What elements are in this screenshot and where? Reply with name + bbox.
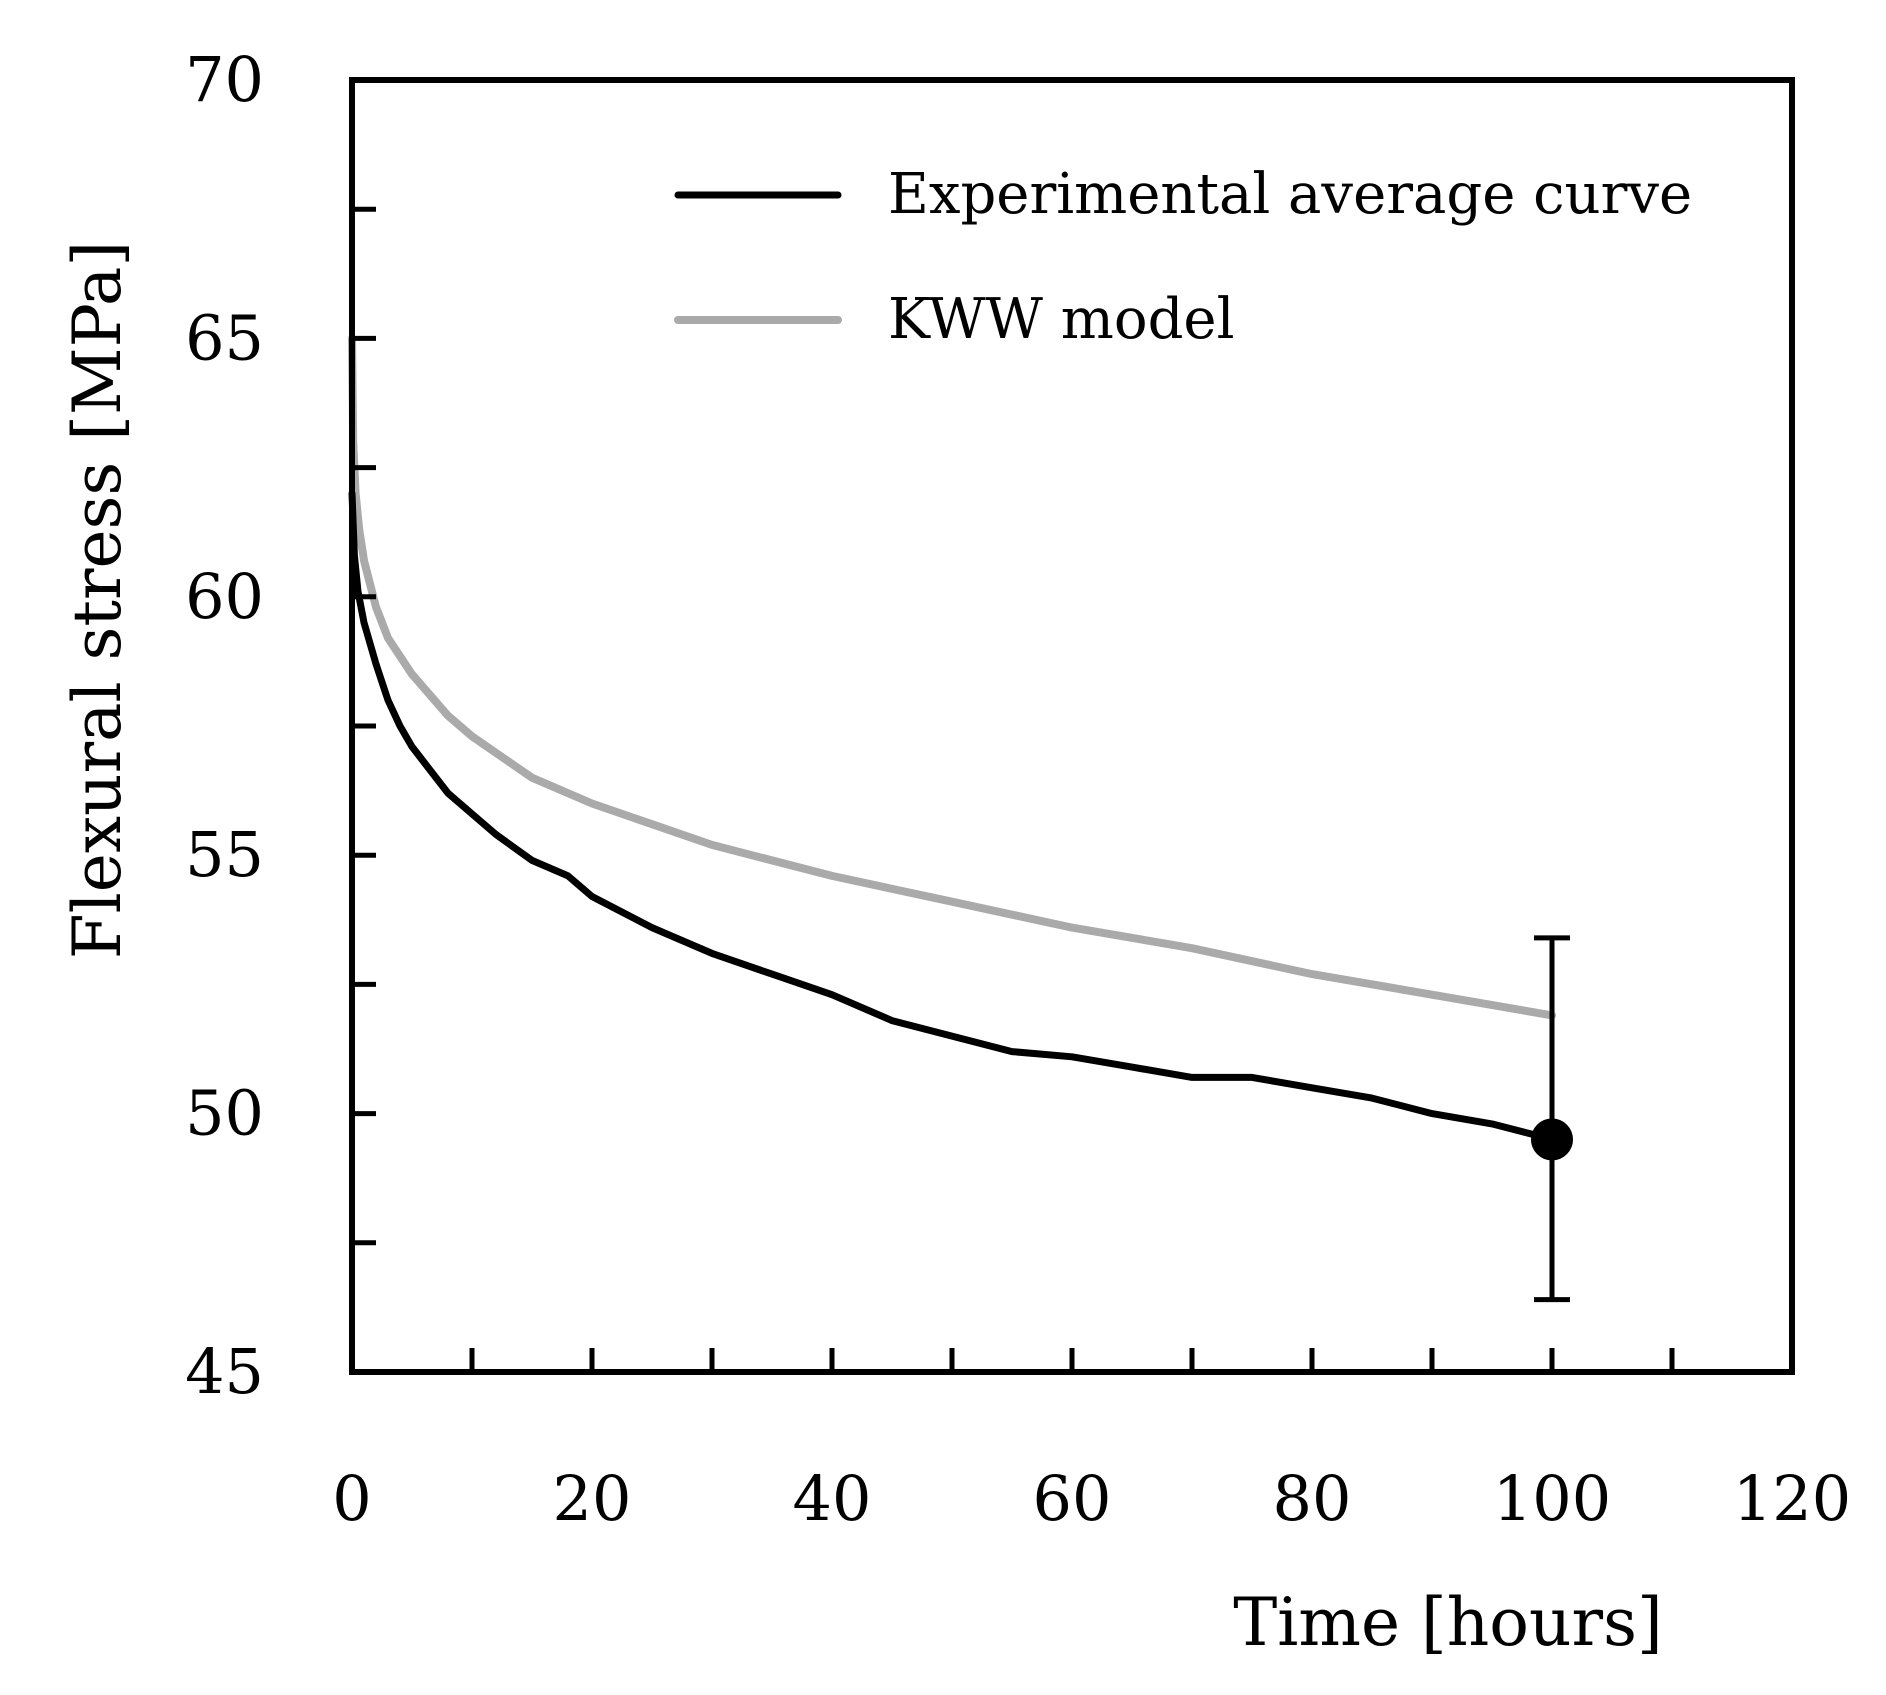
y-axis-title: Flexural stress [MPa] — [59, 241, 136, 959]
x-tick-label: 60 — [1033, 1462, 1112, 1535]
legend-layer: Experimental average curve KWW model — [674, 162, 1692, 352]
y-tick-label: 70 — [185, 43, 264, 116]
series-line-experimental — [348, 489, 1556, 1143]
x-tick-label: 80 — [1273, 1462, 1352, 1535]
y-tick-label: 55 — [185, 818, 264, 891]
x-tick-label: 0 — [332, 1462, 371, 1535]
legend-item-experimental-label: Experimental average curve — [888, 162, 1692, 227]
x-axis-title: Time [hours] — [1233, 1584, 1662, 1661]
end-point-marker — [1531, 1118, 1573, 1161]
x-tick-label: 20 — [553, 1462, 632, 1535]
axes-layer: 45 50 55 60 65 70 0 20 40 60 80 100 120 Time [hours] F… — [59, 43, 1851, 1661]
x-tick-label: 40 — [793, 1462, 872, 1535]
y-tick-label: 65 — [185, 301, 264, 374]
legend-item-kww-label: KWW model — [888, 287, 1234, 352]
x-tick-label: 120 — [1733, 1462, 1851, 1535]
y-tick-label: 45 — [185, 1335, 264, 1408]
plot-frame — [349, 77, 1795, 1375]
x-tick-label: 100 — [1493, 1462, 1611, 1535]
y-tick-label: 50 — [185, 1077, 264, 1150]
series-line-kww — [348, 334, 1556, 1020]
plot-layer — [348, 334, 1573, 1303]
y-tick-label: 60 — [185, 560, 264, 633]
